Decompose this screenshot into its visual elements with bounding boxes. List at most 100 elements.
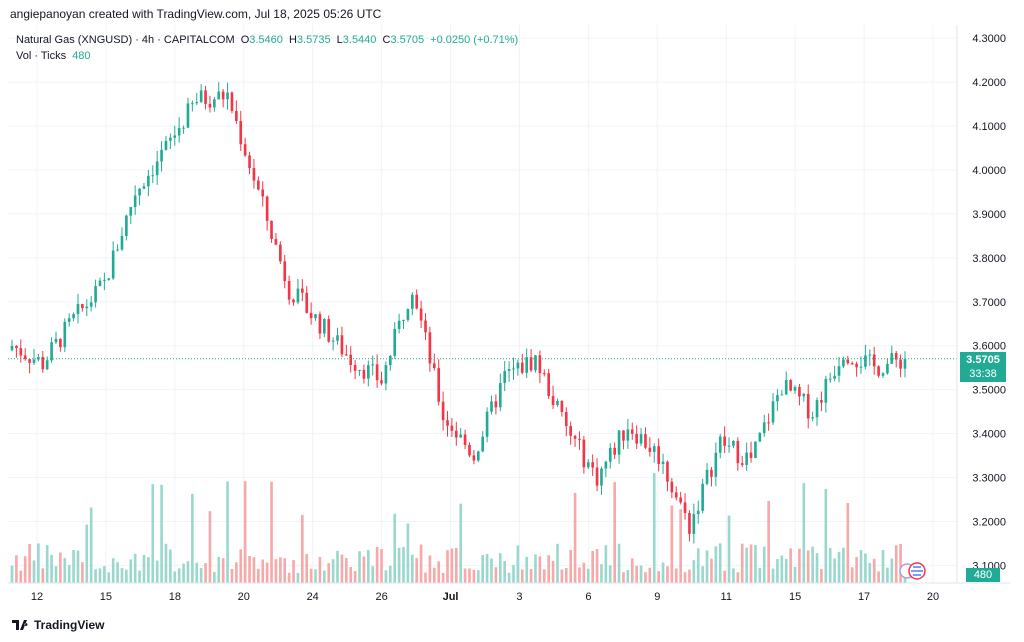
volume-bar	[138, 570, 141, 583]
candle-body	[899, 359, 902, 369]
volume-bar	[534, 554, 537, 583]
candle-body	[257, 180, 260, 190]
candle-body	[459, 434, 463, 438]
candle-body	[512, 368, 515, 370]
volume-bar	[419, 544, 423, 583]
volume-label[interactable]: Vol · Ticks	[16, 50, 67, 62]
volume-bar	[802, 483, 806, 583]
candle-body	[727, 445, 731, 447]
volume-bar	[72, 550, 75, 583]
candle-body	[538, 355, 542, 374]
candle-body	[613, 447, 616, 455]
candle-body	[213, 99, 216, 108]
symbol-label[interactable]: Natural Gas (XNGUSD) · 4h · CAPITALCOM	[16, 34, 235, 46]
candle-body	[855, 363, 858, 368]
candle-body	[806, 393, 810, 419]
candle-body	[622, 430, 625, 441]
volume-bar	[468, 568, 471, 583]
volume-bar	[837, 551, 841, 583]
candle-body	[125, 215, 128, 236]
volume-bar	[98, 568, 102, 583]
volume-bar	[754, 544, 757, 583]
volume-bar	[177, 568, 181, 583]
volume-bar	[894, 545, 898, 583]
volume-bar	[560, 569, 564, 583]
candle-body	[327, 319, 331, 342]
volume-bar	[872, 558, 876, 583]
volume-bar	[749, 544, 753, 583]
volume-bar	[604, 545, 608, 583]
volume-bar	[32, 560, 36, 583]
candle-body	[388, 355, 392, 366]
close-value: 3.5705	[390, 34, 425, 46]
candle-body	[586, 462, 590, 468]
price-badge-value: 3.5705	[966, 353, 1000, 366]
bar-countdown: 33:38	[969, 367, 997, 380]
candle-body	[314, 314, 317, 319]
candle-body	[547, 373, 550, 397]
volume-bar	[520, 569, 524, 583]
volume-bar	[789, 548, 792, 583]
volume-bar	[714, 546, 718, 583]
volume-bar	[340, 554, 344, 583]
volume-bar	[771, 568, 775, 583]
candle-body	[111, 250, 115, 279]
volume-bar	[635, 565, 638, 583]
volume-bar	[657, 571, 660, 583]
volume-bar	[556, 543, 559, 583]
volume-bar	[472, 569, 476, 583]
candle-body	[463, 434, 467, 445]
candle-body	[674, 492, 678, 498]
candle-body	[749, 452, 753, 458]
volume-bar	[10, 565, 14, 583]
volume-bar	[213, 572, 216, 583]
candle-body	[120, 235, 124, 250]
candle-body	[762, 422, 766, 434]
event-icons[interactable]	[899, 562, 926, 580]
candle-body	[10, 345, 14, 351]
candle-body	[683, 502, 687, 514]
volume-bar	[217, 556, 221, 583]
volume-bar	[195, 562, 199, 583]
candle-body	[582, 439, 586, 468]
candle-body	[758, 433, 762, 442]
volume-bar	[243, 481, 247, 583]
candle-body	[793, 386, 797, 391]
candle-body	[375, 364, 379, 381]
candle-body	[107, 278, 111, 280]
volume-bar	[551, 560, 555, 583]
candle-body	[177, 128, 181, 136]
volume-bar	[257, 568, 260, 583]
candle-body	[239, 120, 243, 145]
volume-bar	[358, 551, 361, 583]
volume-bar	[732, 568, 735, 583]
volume-bar	[415, 558, 419, 583]
candle-body	[573, 435, 577, 439]
candle-body	[644, 434, 647, 448]
volume-bar	[793, 566, 797, 583]
volume-bar	[54, 566, 58, 583]
volume-bar	[125, 569, 128, 583]
candle-body	[371, 364, 375, 366]
x-tick-label: Jul	[443, 591, 459, 603]
candle-body	[815, 400, 819, 418]
volume-bar	[674, 568, 678, 583]
candle-body	[485, 411, 489, 437]
volume-bar	[705, 550, 709, 583]
volume-bar	[820, 568, 823, 583]
volume-bar	[318, 557, 322, 583]
candle-body	[41, 357, 45, 370]
candle-body	[94, 286, 97, 303]
volume-bar	[459, 503, 463, 583]
volume-bar	[402, 546, 405, 583]
volume-bar	[608, 565, 612, 583]
volume-bar	[529, 568, 533, 583]
candle-body	[384, 365, 388, 384]
candle-body	[345, 354, 348, 356]
candle-body	[657, 446, 660, 464]
tradingview-logo[interactable]: TradingView	[12, 618, 104, 632]
candle-body	[780, 394, 784, 396]
y-tick-label: 3.7000	[972, 297, 1006, 309]
volume-bar	[142, 554, 146, 583]
